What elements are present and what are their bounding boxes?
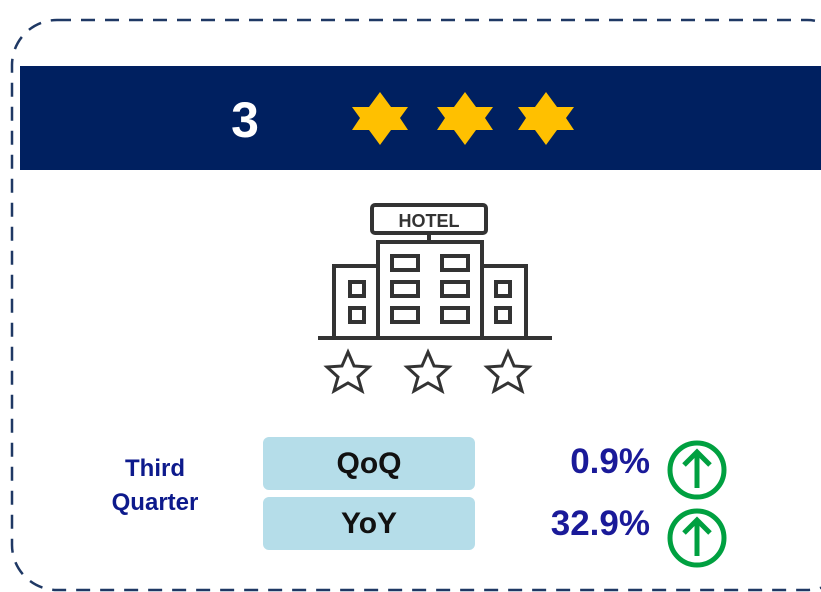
- header-stars: [352, 92, 574, 145]
- up-arrow: [667, 440, 727, 500]
- hotel-sign: HOTEL: [399, 211, 460, 231]
- metric-label: YoY: [263, 497, 475, 550]
- card-border: [10, 18, 821, 592]
- header-band: [20, 66, 821, 170]
- metric-value: 32.9%: [550, 504, 650, 543]
- period: Third Quarter: [111, 455, 199, 516]
- metric-value: 0.9%: [570, 442, 650, 481]
- up-arrow: [667, 508, 727, 568]
- hotel-icon: [318, 203, 552, 395]
- metric-label: QoQ: [263, 437, 475, 490]
- rating: 3: [231, 92, 259, 148]
